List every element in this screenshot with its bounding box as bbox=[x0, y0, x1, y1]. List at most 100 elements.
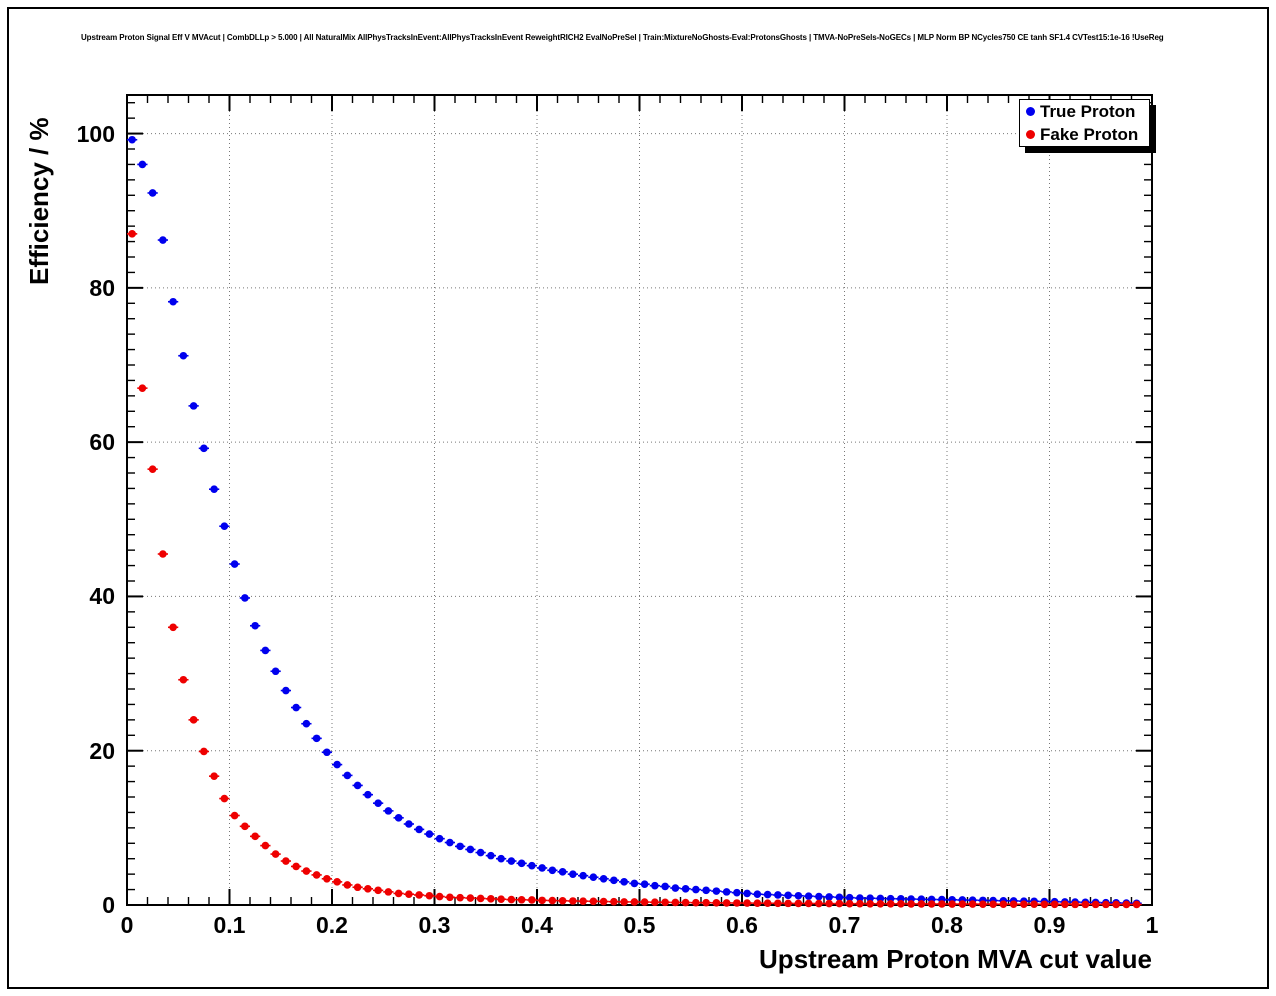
data-point-true-proton bbox=[569, 870, 577, 878]
data-point-fake-proton bbox=[558, 896, 567, 905]
data-point-fake-proton bbox=[999, 900, 1008, 909]
data-point-fake-proton bbox=[620, 898, 628, 906]
data-point-fake-proton bbox=[1071, 900, 1079, 909]
data-point-true-proton bbox=[261, 646, 270, 655]
data-point-fake-proton bbox=[497, 895, 505, 904]
data-point-true-proton bbox=[517, 859, 526, 868]
data-point-fake-proton bbox=[640, 898, 649, 906]
data-point-true-proton bbox=[394, 814, 403, 822]
x-axis-title: Upstream Proton MVA cut value bbox=[759, 944, 1152, 974]
data-point-fake-proton bbox=[866, 899, 874, 908]
data-point-true-proton bbox=[774, 891, 782, 899]
data-point-fake-proton bbox=[1132, 900, 1141, 909]
data-point-fake-proton bbox=[815, 899, 823, 908]
data-point-true-proton bbox=[128, 135, 136, 144]
data-point-fake-proton bbox=[415, 891, 423, 899]
data-point-fake-proton bbox=[466, 894, 475, 902]
data-point-true-proton bbox=[425, 830, 434, 838]
data-point-fake-proton bbox=[733, 899, 741, 907]
data-point-fake-proton bbox=[979, 900, 987, 908]
x-tick-label: 1 bbox=[1145, 912, 1159, 938]
data-point-fake-proton bbox=[271, 850, 280, 858]
data-point-true-proton bbox=[384, 807, 393, 815]
x-tick-label: 0 bbox=[120, 912, 134, 938]
data-point-fake-proton bbox=[630, 898, 639, 906]
y-tick-label: 80 bbox=[89, 274, 115, 301]
y-tick-label: 0 bbox=[102, 892, 115, 918]
data-point-true-proton bbox=[466, 845, 475, 854]
data-point-true-proton bbox=[148, 189, 157, 197]
data-point-fake-proton bbox=[1030, 900, 1038, 909]
data-point-true-proton bbox=[251, 621, 259, 630]
data-point-true-proton bbox=[722, 888, 731, 896]
data-point-true-proton bbox=[558, 868, 567, 876]
data-point-true-proton bbox=[671, 884, 680, 892]
y-tick-label: 100 bbox=[76, 120, 115, 147]
data-point-fake-proton bbox=[1112, 900, 1120, 909]
data-point-true-proton bbox=[405, 820, 413, 828]
x-tick-label: 0.9 bbox=[1033, 912, 1066, 938]
data-point-fake-proton bbox=[907, 900, 915, 908]
x-tick-label: 0.5 bbox=[623, 912, 656, 938]
data-point-true-proton bbox=[702, 886, 710, 895]
data-point-true-proton bbox=[866, 894, 874, 903]
data-point-fake-proton bbox=[763, 899, 772, 908]
data-point-true-proton bbox=[446, 838, 454, 847]
data-point-true-proton bbox=[856, 894, 864, 902]
data-point-fake-proton bbox=[1122, 900, 1131, 909]
data-point-true-proton bbox=[599, 874, 608, 883]
data-point-fake-proton bbox=[958, 900, 967, 908]
data-point-true-proton bbox=[312, 734, 321, 743]
data-point-fake-proton bbox=[538, 896, 546, 905]
data-point-true-proton bbox=[241, 594, 249, 602]
data-point-fake-proton bbox=[230, 811, 239, 820]
data-point-true-proton bbox=[210, 485, 218, 494]
data-point-true-proton bbox=[343, 771, 352, 780]
data-point-fake-proton bbox=[446, 893, 454, 902]
legend-entry-fake-proton: Fake Proton bbox=[1020, 123, 1149, 146]
data-point-fake-proton bbox=[528, 896, 536, 904]
data-point-fake-proton bbox=[927, 900, 936, 908]
data-point-fake-proton bbox=[169, 623, 177, 632]
data-point-true-proton bbox=[651, 881, 659, 890]
data-point-fake-proton bbox=[292, 862, 300, 871]
data-point-true-proton bbox=[179, 351, 188, 360]
x-tick-label: 0.6 bbox=[726, 912, 758, 938]
legend-label-fake-proton: Fake Proton bbox=[1040, 124, 1139, 144]
data-point-true-proton bbox=[804, 892, 813, 900]
data-point-fake-proton bbox=[1091, 900, 1100, 909]
data-point-true-proton bbox=[333, 760, 341, 769]
data-point-fake-proton bbox=[784, 899, 792, 908]
data-point-fake-proton bbox=[261, 841, 270, 850]
data-point-fake-proton bbox=[1102, 900, 1110, 909]
data-point-fake-proton bbox=[968, 900, 977, 908]
data-point-fake-proton bbox=[487, 895, 495, 903]
data-point-true-proton bbox=[230, 560, 239, 568]
data-point-true-proton bbox=[763, 890, 772, 899]
data-point-fake-proton bbox=[681, 898, 690, 907]
data-point-true-proton bbox=[743, 889, 751, 898]
data-point-true-proton bbox=[497, 854, 505, 863]
data-point-fake-proton bbox=[1061, 900, 1069, 909]
data-point-true-proton bbox=[845, 893, 854, 902]
data-point-true-proton bbox=[620, 878, 628, 886]
x-tick-label: 0.3 bbox=[418, 912, 451, 938]
data-point-true-proton bbox=[876, 894, 885, 903]
data-point-fake-proton bbox=[517, 895, 526, 904]
data-point-fake-proton bbox=[1081, 900, 1090, 909]
data-point-fake-proton bbox=[579, 897, 587, 905]
data-point-true-proton bbox=[271, 667, 280, 676]
data-point-true-proton bbox=[456, 842, 464, 851]
data-point-fake-proton bbox=[610, 897, 618, 906]
data-point-fake-proton bbox=[405, 890, 413, 898]
data-point-true-proton bbox=[189, 402, 198, 410]
data-point-true-proton bbox=[692, 885, 700, 894]
data-point-fake-proton bbox=[282, 857, 290, 865]
data-point-true-proton bbox=[220, 522, 229, 531]
data-point-fake-proton bbox=[897, 900, 905, 908]
data-point-true-proton bbox=[640, 880, 649, 888]
data-point-fake-proton bbox=[835, 899, 844, 908]
y-tick-label: 60 bbox=[89, 429, 115, 456]
data-point-fake-proton bbox=[876, 899, 885, 908]
